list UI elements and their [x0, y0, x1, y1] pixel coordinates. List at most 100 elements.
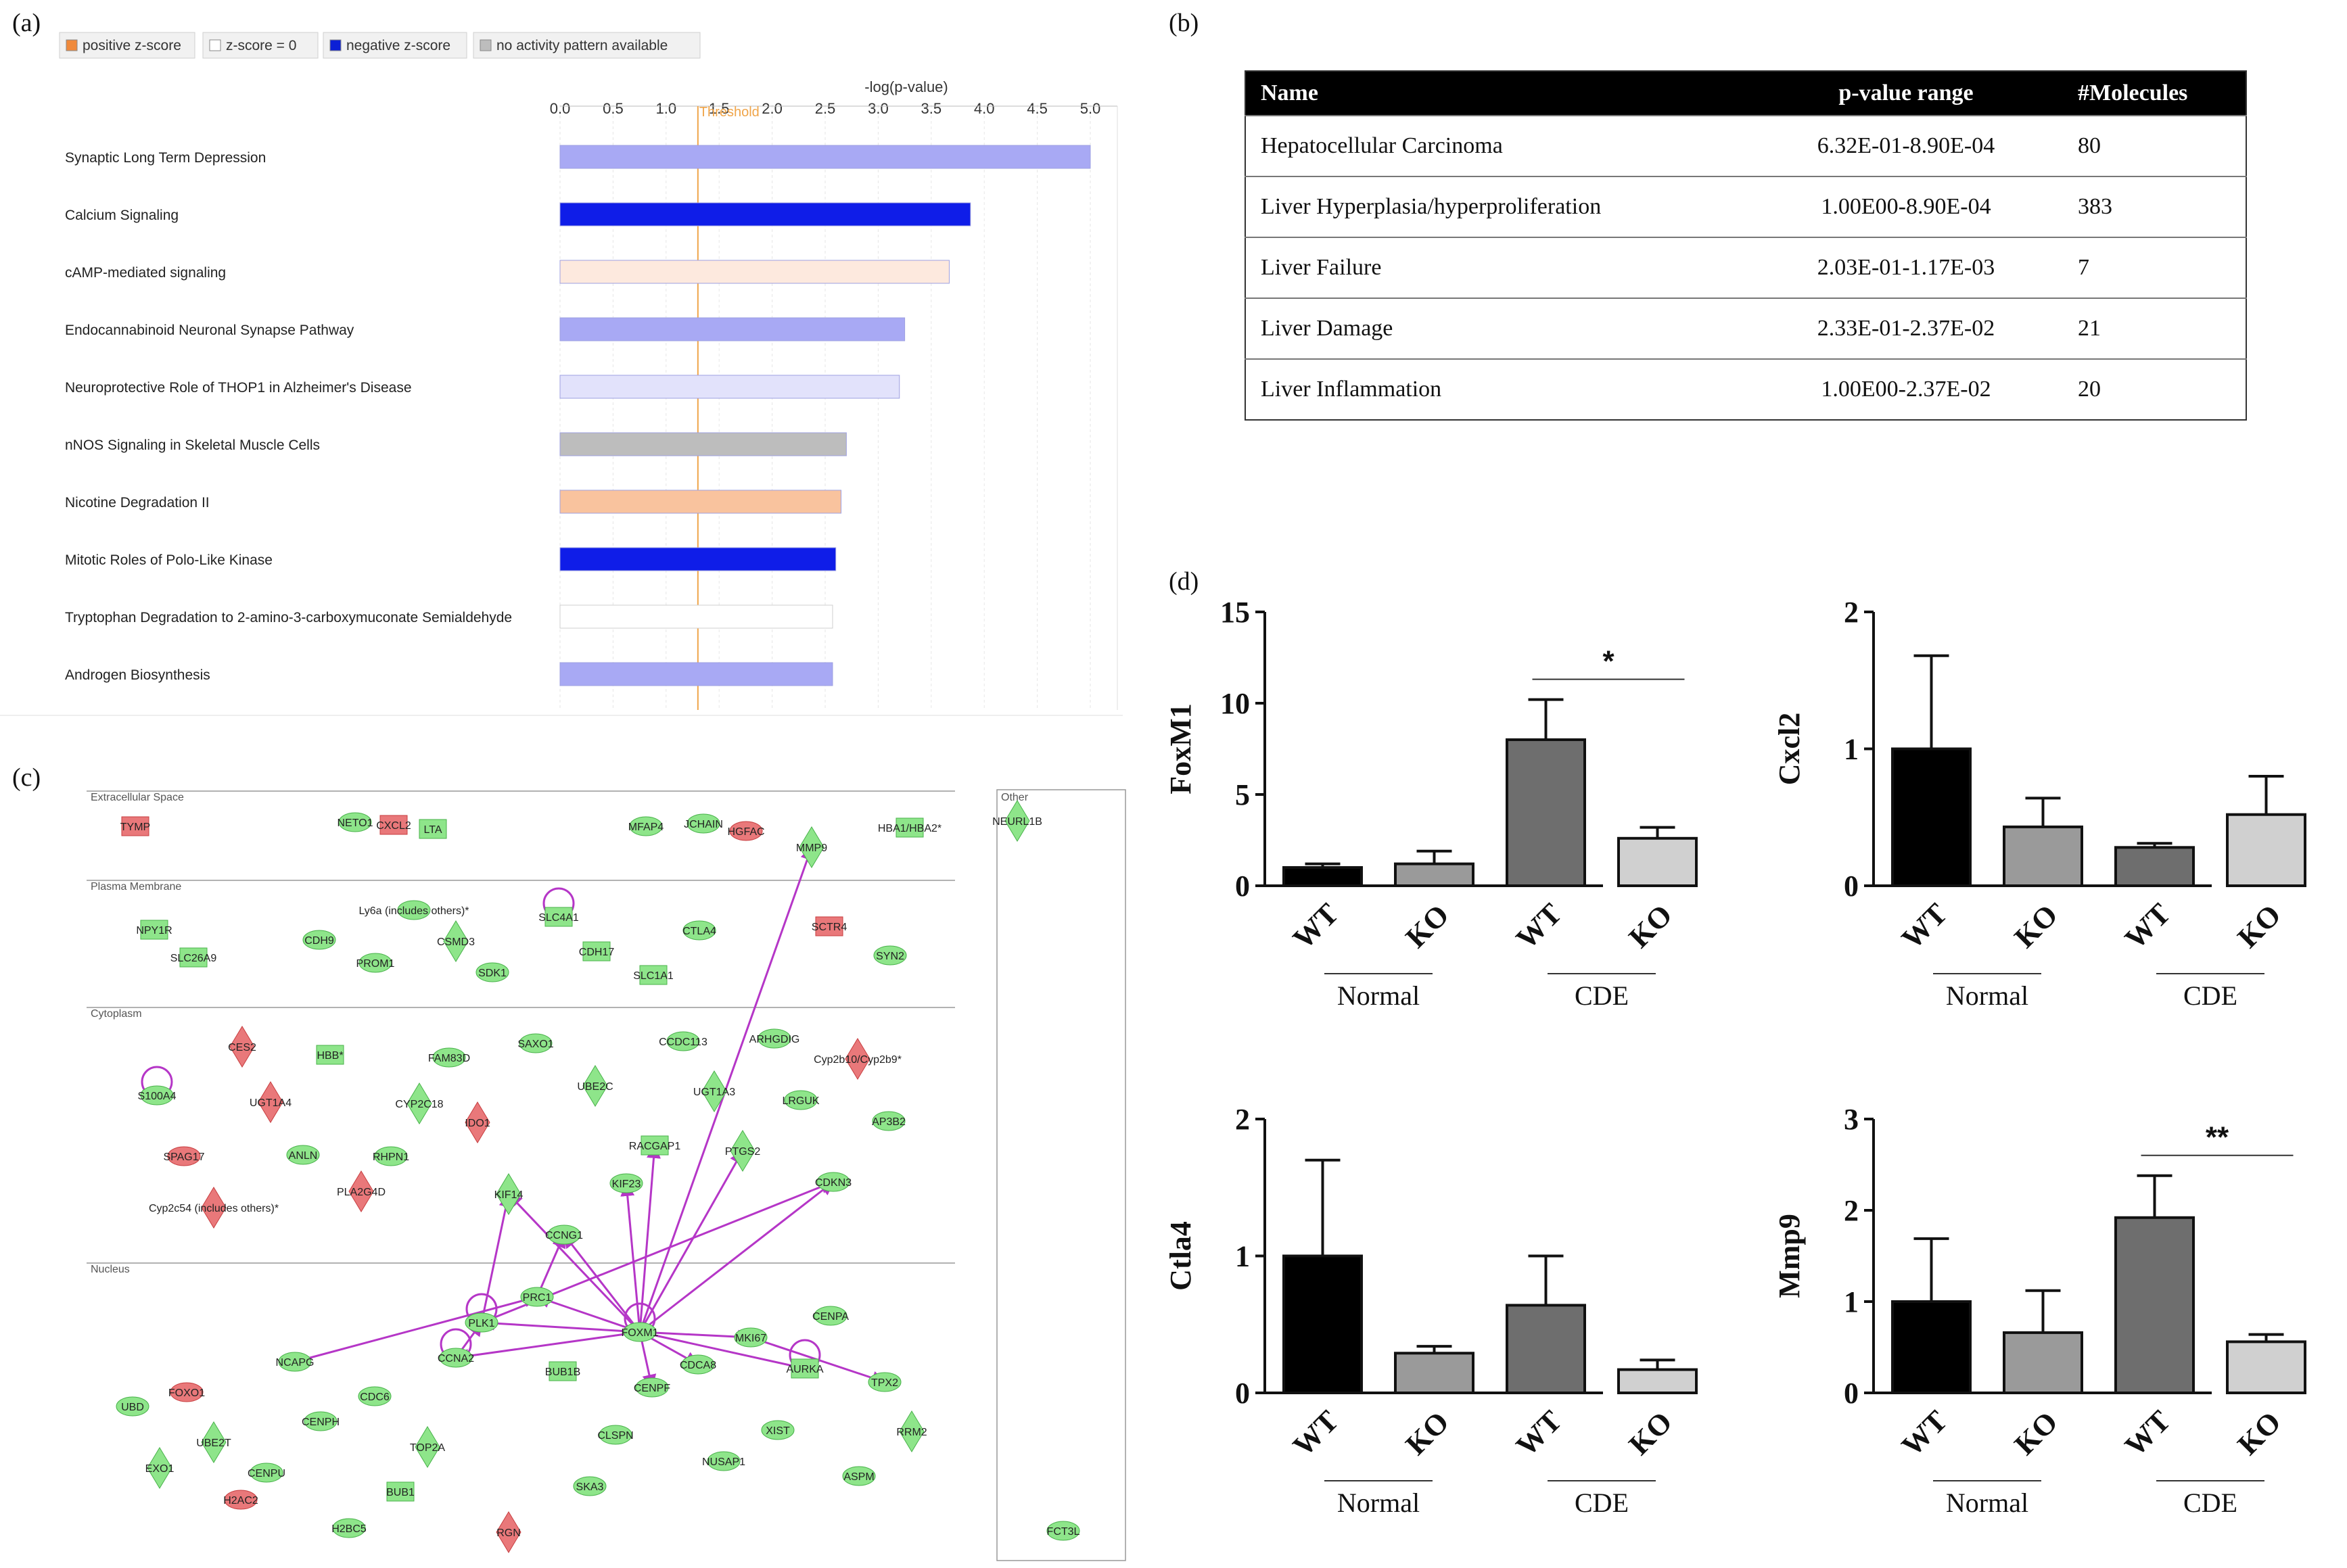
group-label: CDE — [1575, 980, 1629, 1011]
bar — [2226, 813, 2306, 888]
node-shape — [573, 1476, 607, 1496]
legend-label: z-score = 0 — [226, 38, 296, 53]
network-node: CCDC113 — [659, 1031, 707, 1051]
network-node: AURKA — [786, 1358, 824, 1379]
cell-molecules: 383 — [2063, 176, 2246, 237]
network-node: PTGS2 — [725, 1130, 760, 1172]
edge — [454, 1331, 641, 1363]
category-label: Calcium Signaling — [65, 208, 179, 223]
legend-label: no activity pattern available — [496, 38, 668, 53]
network-node: FOXM1 — [621, 1322, 659, 1342]
x-tick-label: WT — [2118, 1404, 2177, 1463]
node-shape — [519, 1033, 553, 1053]
node-label: SDK1 — [478, 968, 507, 979]
edge — [638, 1143, 661, 1333]
bar — [2226, 1340, 2306, 1395]
legend-box — [59, 32, 195, 59]
bar — [1506, 1304, 1586, 1395]
node-shape — [358, 953, 392, 973]
node-shape — [547, 1225, 581, 1245]
node-shape — [170, 1382, 204, 1402]
network-node: UBD — [116, 1396, 149, 1417]
node-shape — [258, 1081, 283, 1123]
network-node: Cyp2c54 (includes others)* — [149, 1187, 279, 1229]
tick-label: 4.5 — [1027, 100, 1048, 117]
node-shape — [406, 1083, 432, 1124]
category-label: Nicotine Degradation II — [65, 495, 210, 510]
node-label: KIF14 — [494, 1189, 524, 1201]
bar — [1394, 862, 1474, 888]
y-tick-label: 3 — [1844, 1103, 1859, 1136]
cell-name: Liver Damage — [1245, 298, 1749, 359]
node-label: CDH17 — [579, 947, 615, 958]
node-shape — [544, 907, 573, 927]
node-label: LRGUK — [782, 1095, 819, 1107]
network-node: SLC1A1 — [633, 965, 674, 985]
node-shape — [224, 1490, 258, 1510]
edge — [638, 1149, 744, 1333]
node-label: KIF23 — [612, 1179, 641, 1190]
network-node: IDO1 — [465, 1101, 490, 1143]
category-label: nNOS Signaling in Skeletal Muscle Cells — [65, 437, 320, 453]
edge — [480, 1192, 513, 1323]
node-shape — [415, 1426, 440, 1468]
node-shape — [734, 1327, 768, 1348]
node-label: PLK1 — [468, 1318, 494, 1329]
network-node: CENPH — [302, 1411, 340, 1431]
network-node: BUB1B — [545, 1361, 580, 1381]
group-label: Normal — [1337, 980, 1420, 1011]
network-node: HGFAC — [727, 821, 765, 841]
x-tick-label: KO — [2008, 898, 2064, 954]
y-tick-label: 1 — [1844, 1285, 1859, 1318]
node-shape — [666, 1031, 700, 1051]
network-node: CDKN3 — [815, 1172, 852, 1192]
node-label: NCAPG — [276, 1357, 315, 1369]
node-shape — [386, 1481, 415, 1502]
network-node: XIST — [761, 1420, 795, 1440]
x-tick-label: KO — [1399, 898, 1456, 954]
node-shape — [465, 1101, 490, 1143]
tick-label: 1.0 — [656, 100, 677, 117]
network-node: RRM2 — [896, 1410, 927, 1452]
y-tick-label: 1 — [1844, 733, 1859, 766]
node-shape — [635, 1377, 669, 1398]
node-shape — [167, 1146, 201, 1166]
bar — [1282, 866, 1363, 887]
category-label: Synaptic Long Term Depression — [65, 150, 266, 166]
node-label: NETO1 — [337, 817, 373, 829]
network-node: ANLN — [286, 1145, 320, 1165]
bar — [559, 145, 1091, 169]
tick-label: 4.0 — [974, 100, 995, 117]
group-label: CDE — [1575, 1488, 1629, 1518]
tick-label: 2.0 — [762, 100, 783, 117]
legend-item: positive z-score — [59, 32, 195, 59]
cell-molecules: 20 — [2063, 358, 2246, 420]
subplot-ctla4: 0 1 2 Ctla4 WT KO WT KO Normal CDE — [1164, 1103, 1698, 1518]
node-label: PLA2G4D — [337, 1187, 386, 1198]
node-shape — [729, 821, 763, 841]
cell-name: Liver Hyperplasia/hyperproliferation — [1245, 176, 1749, 237]
node-shape — [599, 1425, 632, 1445]
network-node: HBA1/HBA2* — [878, 817, 942, 838]
node-shape — [816, 1172, 850, 1192]
group-label: Normal — [1337, 1488, 1420, 1518]
table-b-disease: Name p-value range #Molecules Hepatocell… — [1245, 70, 2247, 421]
node-shape — [302, 930, 336, 950]
threshold-label: Threshold — [699, 105, 760, 120]
significance-label: * — [1602, 645, 1614, 678]
node-shape — [609, 1173, 643, 1193]
node-label: Cyp2c54 (includes others)* — [149, 1203, 279, 1214]
node-shape — [465, 1312, 498, 1333]
network-node: EXO1 — [145, 1447, 174, 1489]
col-header-molecules: #Molecules — [2063, 71, 2246, 116]
node-label: SCTR4 — [812, 922, 847, 933]
x-tick-label: WT — [1895, 897, 1954, 955]
node-shape — [140, 920, 168, 940]
network-node: FOXO1 — [168, 1382, 205, 1402]
network-node: PRC1 — [520, 1287, 554, 1307]
cell-pvalue: 6.32E-01-8.90E-04 — [1749, 115, 2063, 176]
legend-swatch — [480, 39, 492, 51]
significance-label: ** — [2206, 1121, 2229, 1154]
node-shape — [201, 1421, 227, 1463]
